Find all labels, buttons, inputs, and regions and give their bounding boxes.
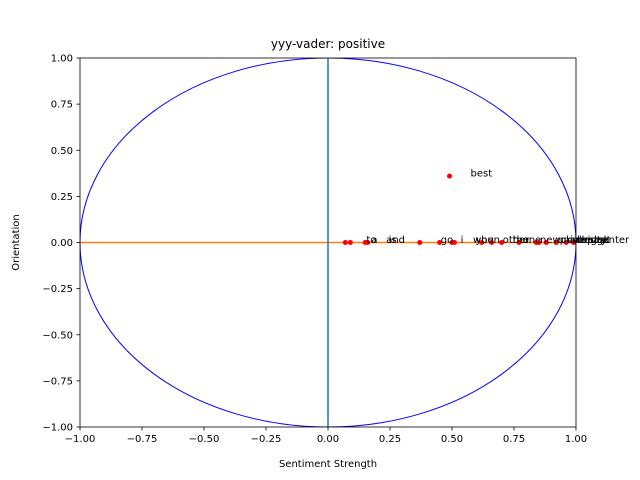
y-tick-label: −1.00 xyxy=(42,423,73,434)
point-label: the xyxy=(513,235,529,246)
point-label: college xyxy=(567,235,603,246)
data-point xyxy=(347,240,353,245)
y-axis-label: Orientation xyxy=(11,214,22,270)
point-label: place xyxy=(560,235,587,246)
plot-area xyxy=(80,58,576,427)
data-point xyxy=(499,240,505,245)
x-tick-label: −0.50 xyxy=(189,434,220,445)
point-label: park xyxy=(587,235,610,246)
point-label: best xyxy=(471,169,493,180)
point-label: new xyxy=(540,235,561,246)
point-label: is xyxy=(389,235,397,246)
x-tick-label: 0.25 xyxy=(379,434,401,445)
data-point xyxy=(437,240,443,245)
point-label: center xyxy=(597,235,630,246)
y-tick-label: 0.75 xyxy=(51,100,73,111)
point-label: to xyxy=(366,235,376,246)
x-tick-label: −0.25 xyxy=(251,434,282,445)
data-point xyxy=(553,240,559,245)
y-tick-label: 0.00 xyxy=(51,238,73,249)
data-point xyxy=(573,240,576,245)
data-point xyxy=(417,240,423,245)
data-point xyxy=(479,240,485,245)
point-label: a xyxy=(371,235,377,246)
x-tick-label: −0.75 xyxy=(127,434,158,445)
x-tick-label: 0.00 xyxy=(317,434,339,445)
x-tick-label: 1.00 xyxy=(565,434,587,445)
data-point xyxy=(342,240,348,245)
point-label: university xyxy=(557,235,607,246)
data-point xyxy=(516,240,522,245)
x-tick-label: 0.75 xyxy=(503,434,525,445)
data-point xyxy=(451,240,457,245)
x-axis-label: Sentiment Strength xyxy=(279,459,377,470)
data-points xyxy=(342,173,576,245)
data-point xyxy=(536,240,542,245)
data-point xyxy=(447,173,453,179)
chart-title: yyy-vader: positive xyxy=(271,37,385,51)
x-axis-ticks: −1.00 −0.75 −0.50 −0.25 0.00 0.25 0.50 0.75 1.00 xyxy=(65,427,587,445)
y-axis-ticks: −1.00 −0.75 −0.50 −0.25 0.00 0.25 0.50 0.75 1.00 xyxy=(42,54,80,434)
point-label: bridge xyxy=(577,235,609,246)
y-tick-label: −0.75 xyxy=(42,376,73,387)
y-tick-label: 1.00 xyxy=(51,54,73,65)
point-label: one xyxy=(523,235,542,246)
point-label: when xyxy=(473,235,500,246)
y-tick-label: −0.25 xyxy=(42,284,73,295)
x-tick-label: 0.50 xyxy=(441,434,463,445)
point-label: other xyxy=(503,235,531,246)
point-label: you xyxy=(475,235,493,246)
y-tick-label: 0.25 xyxy=(51,192,73,203)
x-tick-label: −1.00 xyxy=(65,434,96,445)
point-label: i xyxy=(461,235,464,246)
y-tick-label: 0.50 xyxy=(51,146,73,157)
data-point xyxy=(489,240,495,245)
point-label: go xyxy=(441,235,453,246)
point-label: and xyxy=(386,235,405,246)
data-point xyxy=(365,240,371,245)
y-tick-label: −0.50 xyxy=(42,330,73,341)
data-point xyxy=(543,240,549,245)
point-label: eat xyxy=(595,235,611,246)
data-point xyxy=(563,240,569,245)
